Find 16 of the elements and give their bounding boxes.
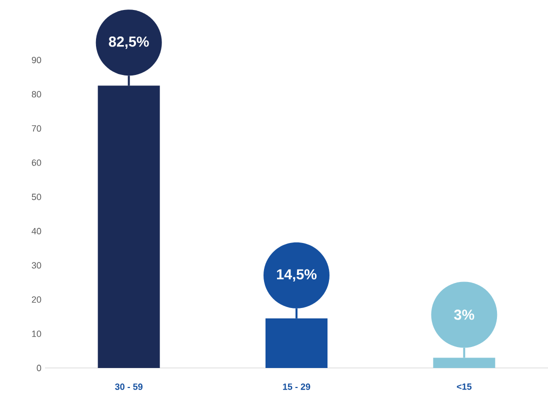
y-tick-label: 10: [32, 330, 42, 337]
y-tick-label: 30: [32, 262, 42, 269]
y-tick-label: 20: [32, 296, 42, 303]
y-tick-label: 80: [32, 91, 42, 98]
x-tick-label: <15: [456, 384, 472, 390]
data-label: 14,5%: [277, 269, 317, 282]
y-tick-label: 0: [36, 364, 42, 372]
y-tick-label: 70: [32, 125, 42, 132]
x-tick-label: 30 - 59: [115, 384, 143, 390]
data-label: 82,5%: [108, 36, 149, 49]
y-tick-label: 60: [32, 159, 42, 166]
y-tick-label: 90: [32, 56, 42, 64]
data-label: 3%: [454, 310, 474, 320]
x-tick-label: 15 - 29: [283, 384, 310, 390]
y-tick-label: 40: [32, 228, 42, 234]
y-tick-label: 50: [32, 194, 42, 200]
